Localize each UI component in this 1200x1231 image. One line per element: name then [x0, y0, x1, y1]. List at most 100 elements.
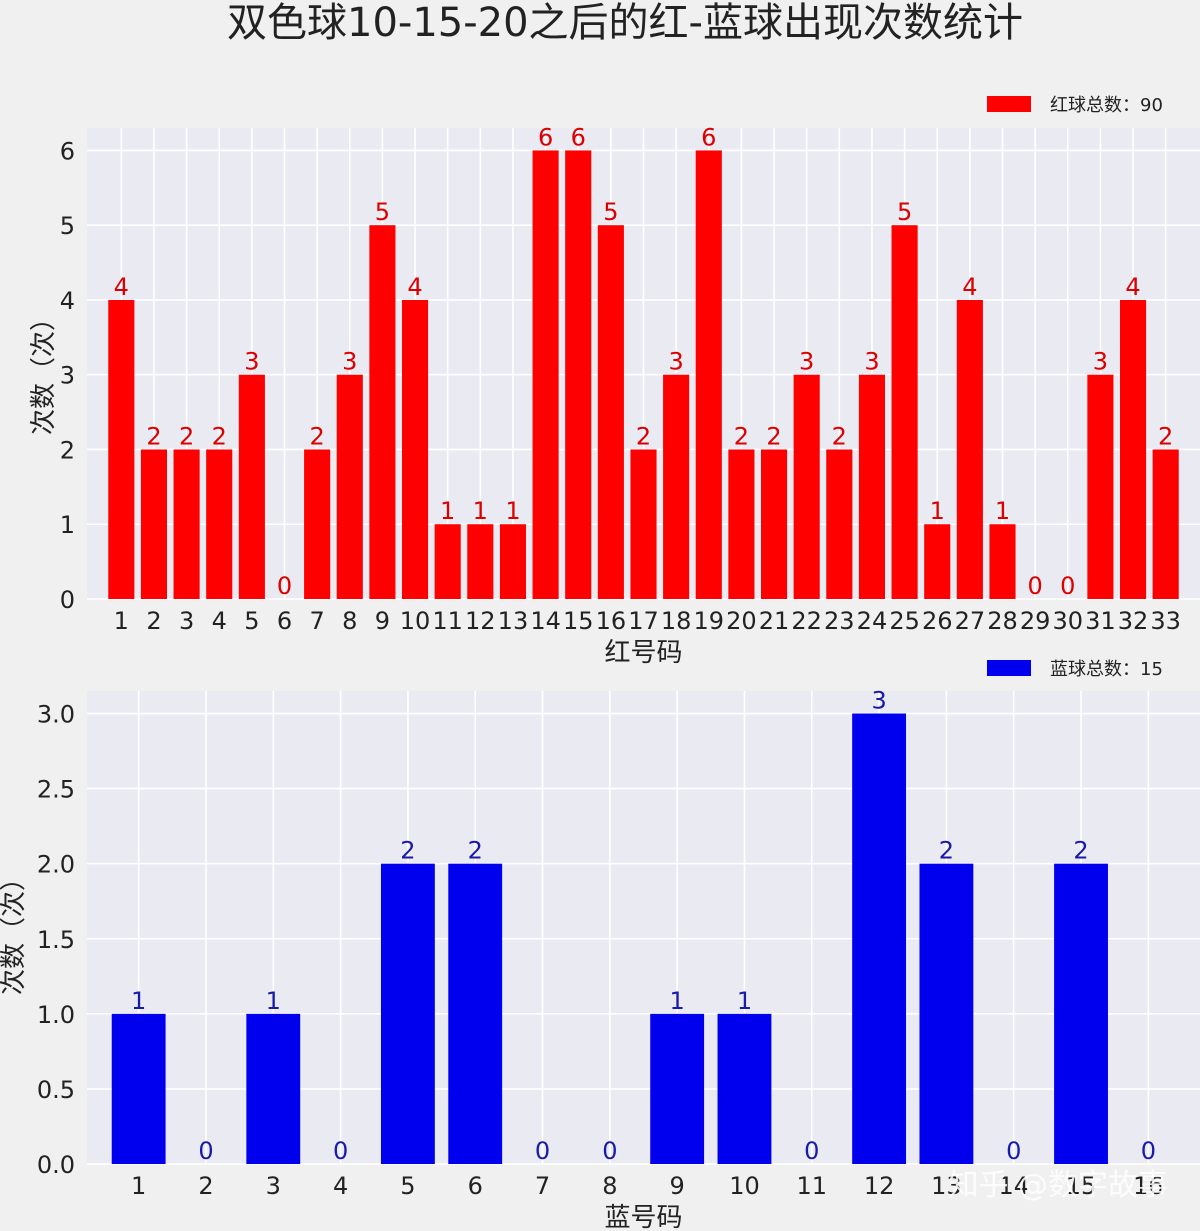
data-label: 1	[737, 987, 752, 1015]
data-label: 0	[1006, 1137, 1021, 1165]
data-label: 3	[871, 687, 886, 715]
y-tick-label: 0.5	[37, 1076, 75, 1104]
x-tick-label: 10	[729, 1172, 760, 1200]
bar	[238, 374, 265, 599]
bar	[760, 449, 788, 599]
legend-swatch	[987, 660, 1031, 676]
data-label: 1	[131, 987, 146, 1015]
bar	[597, 225, 624, 599]
data-label: 3	[244, 348, 259, 376]
x-tick-label: 3	[179, 607, 194, 635]
x-tick-label: 9	[670, 1172, 685, 1200]
blue-ball-chart: 0.00.51.01.52.02.53.01102130425260708191…	[0, 659, 1200, 1231]
x-tick-label: 8	[602, 1172, 617, 1200]
x-tick-label: 15	[563, 607, 594, 635]
bar	[1119, 299, 1147, 599]
x-tick-label: 1	[114, 607, 129, 635]
y-axis-label: 次数（次）	[29, 305, 59, 435]
x-tick-label: 8	[342, 607, 357, 635]
watermark: 知乎 @数字故事	[948, 1168, 1168, 1203]
x-tick-label: 22	[791, 607, 822, 635]
bar	[401, 299, 429, 599]
data-label: 2	[636, 422, 651, 450]
bar	[140, 449, 168, 599]
x-tick-label: 6	[468, 1172, 483, 1200]
data-label: 2	[468, 837, 483, 865]
data-label: 4	[1125, 273, 1140, 301]
x-tick-label: 33	[1150, 607, 1181, 635]
x-tick-label: 18	[661, 607, 692, 635]
x-tick-label: 2	[198, 1172, 213, 1200]
bar	[434, 524, 461, 599]
data-label: 5	[603, 198, 618, 226]
legend-label: 蓝球总数：15	[1050, 659, 1163, 680]
bar	[380, 863, 435, 1164]
x-tick-label: 30	[1052, 607, 1083, 635]
data-label: 1	[670, 987, 685, 1015]
y-tick-label: 1.0	[37, 1001, 75, 1029]
x-tick-label: 5	[244, 607, 259, 635]
x-tick-label: 4	[212, 607, 227, 635]
bar	[924, 524, 951, 599]
bar	[1152, 449, 1179, 599]
data-label: 0	[198, 1137, 213, 1165]
x-tick-label: 29	[1020, 607, 1051, 635]
x-tick-label: 32	[1118, 607, 1149, 635]
x-tick-label: 11	[432, 607, 463, 635]
bar	[369, 225, 396, 599]
bar	[111, 1013, 166, 1164]
bar	[499, 524, 527, 599]
data-label: 0	[1027, 572, 1042, 600]
data-label: 3	[668, 348, 683, 376]
data-label: 2	[400, 837, 415, 865]
bar	[663, 374, 690, 599]
y-tick-label: 2.5	[37, 776, 75, 804]
x-tick-label: 16	[596, 607, 627, 635]
data-label: 5	[897, 198, 912, 226]
data-label: 1	[473, 497, 488, 525]
data-label: 3	[864, 348, 879, 376]
x-tick-label: 14	[530, 607, 561, 635]
data-label: 2	[734, 422, 749, 450]
bar	[793, 374, 820, 599]
data-label: 2	[212, 422, 227, 450]
data-label: 2	[939, 837, 954, 865]
x-tick-label: 25	[889, 607, 920, 635]
bar	[650, 1013, 705, 1164]
bar	[206, 449, 233, 599]
data-label: 2	[179, 422, 194, 450]
x-tick-label: 27	[955, 607, 986, 635]
data-label: 0	[1141, 1137, 1156, 1165]
bar	[717, 1013, 772, 1164]
bar	[919, 863, 974, 1164]
legend-label: 红球总数：90	[1050, 95, 1163, 116]
bar	[1054, 863, 1108, 1164]
x-tick-label: 7	[535, 1172, 550, 1200]
bar	[467, 524, 494, 599]
x-axis-label: 红号码	[604, 638, 682, 668]
bar	[565, 150, 592, 599]
x-tick-label: 28	[987, 607, 1018, 635]
x-tick-label: 20	[726, 607, 757, 635]
data-label: 2	[309, 422, 324, 450]
data-label: 1	[440, 497, 455, 525]
bar	[728, 449, 755, 599]
bar	[336, 374, 363, 599]
bar	[532, 150, 559, 599]
legend-swatch	[987, 96, 1031, 112]
data-label: 3	[1093, 348, 1108, 376]
x-tick-label: 9	[375, 607, 390, 635]
y-tick-label: 0	[60, 586, 75, 614]
x-tick-label: 6	[277, 607, 292, 635]
data-label: 0	[333, 1137, 348, 1165]
bar	[989, 524, 1016, 599]
y-tick-label: 0.0	[37, 1151, 75, 1179]
y-tick-label: 5	[60, 212, 75, 240]
data-label: 4	[962, 273, 977, 301]
x-tick-label: 15	[1066, 1172, 1097, 1200]
data-label: 4	[114, 273, 129, 301]
x-tick-label: 14	[998, 1172, 1029, 1200]
data-label: 1	[930, 497, 945, 525]
bar	[695, 150, 722, 599]
